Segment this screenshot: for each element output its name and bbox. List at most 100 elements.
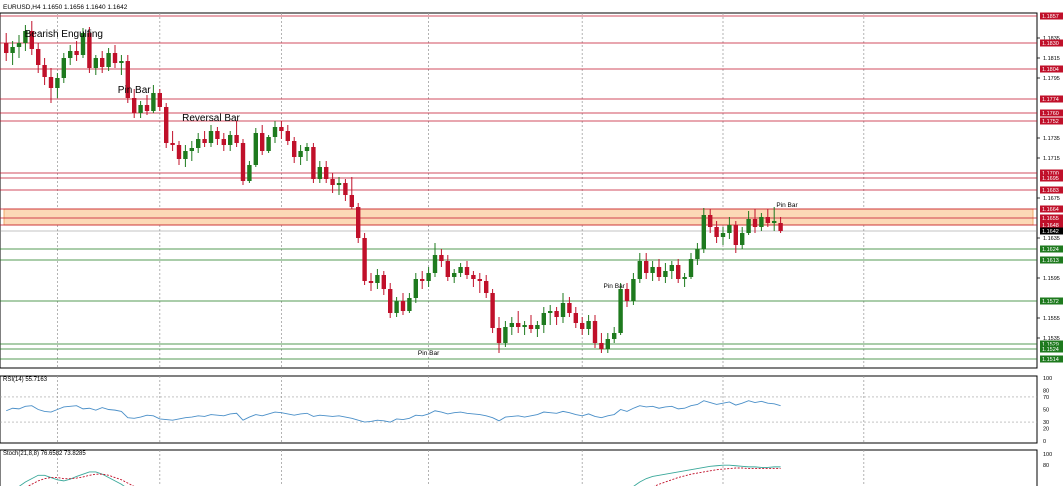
candle-body <box>778 223 783 231</box>
stoch-panel-frame <box>0 449 1038 489</box>
candle-body <box>253 133 258 165</box>
bullish-candle <box>23 25 28 51</box>
candle-body <box>727 225 732 233</box>
bullish-candle <box>682 273 687 287</box>
candle-body <box>503 327 508 343</box>
background-layer <box>0 12 1038 489</box>
bullish-candle <box>522 321 527 335</box>
resistance-price-label: 1.1760 <box>1042 111 1059 117</box>
candle-body <box>266 137 271 151</box>
candle-body <box>317 167 322 179</box>
candle-body <box>695 249 700 259</box>
candle-body <box>23 31 28 43</box>
candle-body <box>356 207 361 238</box>
pattern-annotation: Reversal Bar <box>182 113 240 124</box>
candle-body <box>388 289 393 313</box>
bearish-candle <box>490 289 495 333</box>
symbol-header: EURUSD,H4 1.1650 1.1656 1.1640 1.1642 <box>3 4 128 11</box>
bearish-candle <box>164 103 169 148</box>
candle-body <box>125 61 130 98</box>
price-tick-label: 1.1815 <box>1043 56 1060 62</box>
candle-body <box>362 238 367 281</box>
candle-body <box>733 225 738 245</box>
bullish-candle <box>631 273 636 305</box>
resistance-price-tag <box>1040 65 1063 73</box>
bullish-candle <box>16 35 22 58</box>
rsi-tick-label: 50 <box>1043 408 1049 414</box>
annotations-layer: Bearish Engulfing Pin Bar Reversal Bar Pin … <box>25 29 799 357</box>
bullish-candle <box>394 297 399 317</box>
candle-body <box>170 143 175 145</box>
resistance-price-tag <box>1040 174 1063 182</box>
bullish-candle <box>304 143 310 161</box>
bullish-candle <box>196 133 201 153</box>
candle-body <box>157 93 162 107</box>
bearish-candle <box>112 45 118 68</box>
resistance-price-label: 1.1857 <box>1042 14 1059 20</box>
bearish-candle <box>580 317 585 335</box>
candle-body <box>55 78 60 88</box>
bullish-candle <box>336 177 342 195</box>
bullish-candle <box>432 243 438 277</box>
bearish-candle <box>381 271 386 295</box>
bearish-candle <box>445 255 450 281</box>
support-price-label: 1.1529 <box>1042 342 1059 348</box>
candle-body <box>464 267 470 275</box>
candle-body <box>292 141 297 157</box>
bullish-candle <box>612 327 617 343</box>
bullish-candle <box>605 333 610 353</box>
bearish-candle <box>279 121 284 139</box>
pattern-annotation: Pin Bar <box>418 350 440 357</box>
bullish-candle <box>720 227 726 245</box>
candle-body <box>618 289 623 333</box>
candle-body <box>445 261 450 277</box>
resistance-price-label: 1.1664 <box>1042 207 1059 213</box>
bearish-candle <box>573 307 578 328</box>
pattern-annotation: Pin Bar <box>604 283 626 290</box>
candle-body <box>119 61 124 63</box>
bullish-candle <box>183 145 188 167</box>
bullish-candle <box>509 317 514 335</box>
zone-price-tag <box>1040 221 1063 229</box>
candle-body <box>701 215 706 249</box>
bullish-candle <box>618 283 623 335</box>
bearish-candle <box>471 271 476 287</box>
candle-body <box>605 339 610 349</box>
candle-body <box>202 139 207 143</box>
candle-body <box>772 221 777 223</box>
candle-body <box>612 333 617 339</box>
candle-body <box>221 139 226 145</box>
bullish-candle <box>55 73 60 98</box>
price-tick-label: 1.1675 <box>1043 196 1060 202</box>
current-price-label: 1.1642 <box>1042 229 1059 235</box>
candle-body <box>471 275 476 279</box>
bullish-candle <box>503 321 508 347</box>
candle-body <box>240 143 246 181</box>
bearish-candle <box>516 311 521 333</box>
bearish-candle <box>74 41 79 61</box>
bearish-candle <box>36 43 41 73</box>
candle-body <box>74 51 79 55</box>
pattern-annotation: Pin Bar <box>776 202 798 209</box>
candle-body <box>68 51 73 58</box>
candle-body <box>10 47 15 53</box>
bearish-candle <box>87 27 92 73</box>
candle-body <box>400 301 406 311</box>
candle-body <box>112 53 118 63</box>
candle-body <box>234 135 239 143</box>
bearish-candle <box>752 209 758 233</box>
bearish-candle <box>311 143 316 183</box>
candle-body <box>528 325 534 329</box>
bearish-candle <box>362 233 367 285</box>
bullish-candle <box>93 55 98 75</box>
candle-body <box>714 227 719 237</box>
bullish-candle <box>413 273 418 303</box>
resistance-price-label: 1.1804 <box>1042 67 1059 73</box>
bearish-candle <box>132 89 137 118</box>
bearish-candle <box>656 259 662 281</box>
zone-price-label: 1.1648 <box>1042 223 1059 229</box>
bullish-candle <box>272 121 278 143</box>
